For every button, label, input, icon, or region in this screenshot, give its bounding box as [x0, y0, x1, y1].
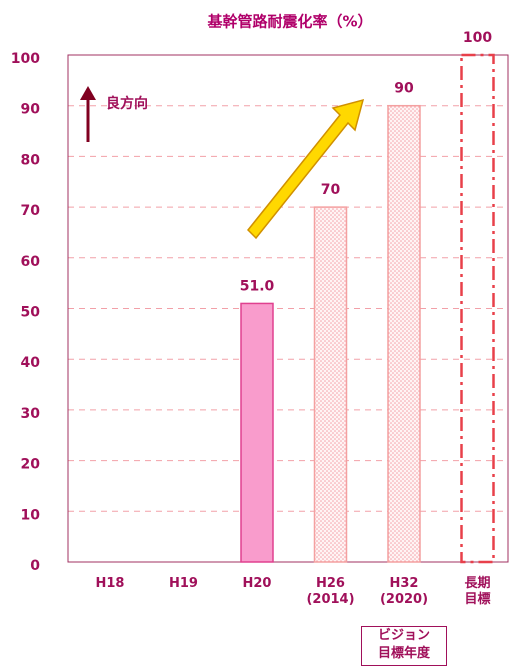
direction-arrow-head	[80, 86, 96, 100]
x-tick-label: H18	[95, 576, 125, 591]
y-tick-label: 10	[21, 507, 41, 523]
x-tick-label: H26 (2014)	[306, 576, 355, 607]
x-tick-label: 長期 目標	[464, 576, 491, 607]
y-tick-label: 30	[21, 406, 41, 422]
x-tick-label: H19	[169, 576, 198, 591]
y-tick-label: 80	[21, 152, 41, 168]
annotation: 良方向	[106, 95, 148, 112]
y-tick-label: 20	[21, 457, 41, 473]
trend-arrow	[246, 98, 365, 240]
y-tick-label: 50	[21, 305, 41, 321]
bar	[240, 302, 274, 563]
x-tick-label: H20	[242, 576, 272, 591]
y-tick-label: 40	[21, 355, 41, 371]
value-label: 90	[394, 81, 414, 97]
x-tick-label: H32 (2020)	[379, 576, 429, 607]
y-tick-label: 100	[11, 51, 40, 67]
annotation-box: ビジョン 目標年度	[361, 626, 447, 666]
y-tick-label: 90	[21, 102, 41, 118]
bar	[313, 206, 348, 563]
bar	[387, 104, 421, 563]
y-tick-label: 70	[21, 203, 41, 219]
value-label: 51.0	[240, 278, 275, 294]
value-label: 70	[321, 182, 341, 198]
value-label: 100	[463, 30, 492, 46]
plot-frame	[67, 54, 509, 563]
chart-title: 基幹管路耐震化率（%）	[206, 13, 372, 31]
y-tick-label: 60	[21, 254, 41, 270]
y-tick-label: 0	[30, 558, 40, 574]
